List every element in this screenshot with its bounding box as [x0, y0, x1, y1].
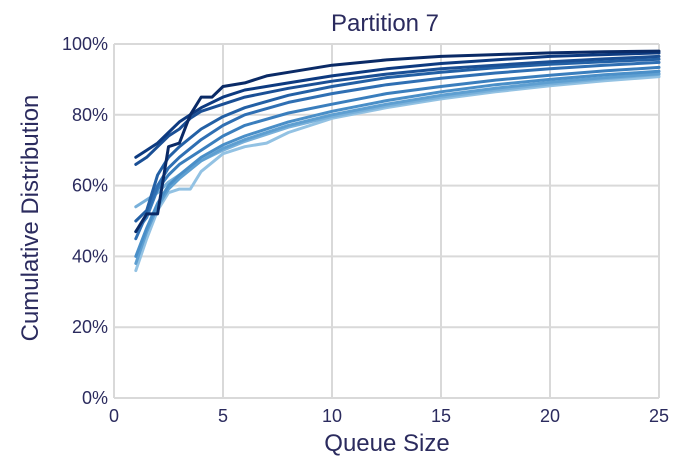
series-group — [134, 49, 661, 273]
y-tick-label: 80% — [72, 105, 108, 125]
x-tick-label: 5 — [218, 406, 228, 426]
series-line — [134, 69, 661, 258]
x-tick-label: 10 — [322, 406, 342, 426]
series-line — [134, 57, 661, 223]
x-tick-label: 20 — [540, 406, 560, 426]
grid — [113, 43, 660, 399]
series-line — [134, 72, 661, 265]
chart-title: Partition 7 — [331, 10, 439, 37]
x-tick-label: 25 — [649, 406, 669, 426]
y-axis-label: Cumulative Distribution — [17, 95, 44, 342]
x-tick-label: 15 — [431, 406, 451, 426]
y-tick-label: 100% — [62, 34, 108, 54]
x-axis-label: Queue Size — [324, 430, 449, 457]
y-tick-label: 40% — [72, 246, 108, 266]
series-line — [134, 51, 661, 159]
tick-labels: 0% 20% 40% 60% 80% 100% 0 5 10 15 20 25 — [62, 34, 669, 426]
y-tick-label: 0% — [82, 388, 108, 408]
series-line — [134, 75, 661, 273]
y-tick-label: 60% — [72, 176, 108, 196]
x-tick-label: 0 — [109, 406, 119, 426]
y-tick-label: 20% — [72, 317, 108, 337]
series-line — [134, 49, 661, 234]
series-line — [134, 54, 661, 166]
